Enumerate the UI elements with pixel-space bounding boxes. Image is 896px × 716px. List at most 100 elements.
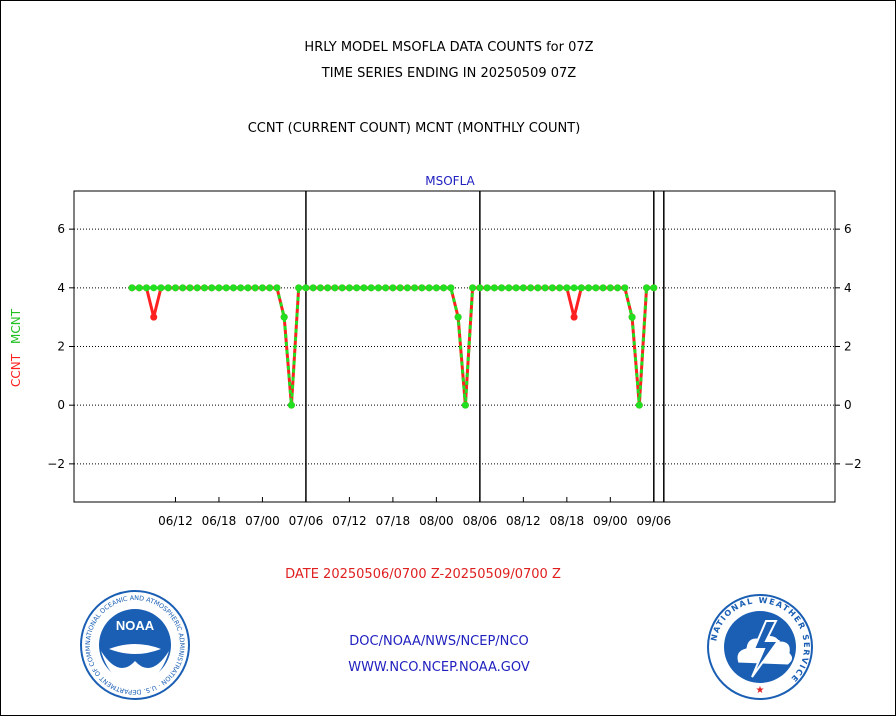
x-tick-label: 07/18 [376, 514, 411, 528]
y-tick-label-left: −2 [47, 457, 65, 471]
x-tick-label: 08/00 [419, 514, 454, 528]
data-point-mcnt [142, 284, 150, 292]
footer-line1: DOC/NOAA/NWS/NCEP/NCO [349, 634, 529, 649]
y-tick-label-left: 2 [57, 340, 65, 354]
x-tick-label: 07/00 [245, 514, 280, 528]
data-point-mcnt [621, 284, 629, 292]
data-point-mcnt [193, 284, 201, 292]
data-point-mcnt [251, 284, 259, 292]
y-tick-label-right: 4 [844, 281, 852, 295]
data-point-mcnt [382, 284, 390, 292]
x-tick-label: 08/12 [506, 514, 541, 528]
noaa-logo-text: NOAA [116, 618, 155, 633]
footer-line2: WWW.NCO.NCEP.NOAA.GOV [348, 660, 530, 675]
data-point-mcnt [280, 313, 288, 321]
data-point-mcnt [258, 284, 266, 292]
data-point-mcnt [541, 284, 549, 292]
data-point-mcnt [563, 284, 571, 292]
y-axis-label-mcnt: MCNT [9, 308, 23, 344]
data-point-mcnt [200, 284, 208, 292]
x-tick-label: 06/12 [158, 514, 193, 528]
data-point-mcnt [150, 284, 158, 292]
data-point-mcnt [519, 284, 527, 292]
data-point-mcnt [215, 284, 223, 292]
x-tick-label: 09/06 [637, 514, 672, 528]
nws-logo: NATIONAL WEATHER SERVICE ★ [707, 594, 813, 700]
data-point-mcnt [396, 284, 404, 292]
date-range: DATE 20250506/0700 Z-20250509/0700 Z [285, 567, 561, 582]
data-point-mcnt [650, 284, 658, 292]
data-point-mcnt [295, 284, 303, 292]
data-point-mcnt [461, 401, 469, 409]
data-point-mcnt [229, 284, 237, 292]
data-point-mcnt [432, 284, 440, 292]
data-point-mcnt [505, 284, 513, 292]
data-point-mcnt [338, 284, 346, 292]
data-point-mcnt [266, 284, 274, 292]
y-tick-label-right: 0 [844, 398, 852, 412]
x-tick-label: 07/06 [289, 514, 324, 528]
data-point-mcnt [490, 284, 498, 292]
series-points [128, 284, 658, 409]
chart-title-line1: HRLY MODEL MSOFLA DATA COUNTS for 07Z [304, 40, 594, 55]
data-point-mcnt [454, 313, 462, 321]
data-point-mcnt [512, 284, 520, 292]
data-point-mcnt [599, 284, 607, 292]
data-point-mcnt [556, 284, 564, 292]
data-point-mcnt [411, 284, 419, 292]
data-point-mcnt [476, 284, 484, 292]
grid-lines [74, 191, 835, 502]
chart-subtitle: CCNT (CURRENT COUNT) MCNT (MONTHLY COUNT… [247, 121, 581, 136]
data-point-mcnt [548, 284, 556, 292]
data-point-mcnt [273, 284, 281, 292]
data-point-mcnt [128, 284, 136, 292]
data-point-mcnt [469, 284, 477, 292]
data-point-mcnt [171, 284, 179, 292]
data-point-mcnt [425, 284, 433, 292]
y-ticks: −2 −2 0 0 2 2 4 4 6 6 [47, 222, 861, 471]
data-point-mcnt [606, 284, 614, 292]
data-point-mcnt [331, 284, 339, 292]
data-point-mcnt [614, 284, 622, 292]
data-point-mcnt [585, 284, 593, 292]
data-point-mcnt [403, 284, 411, 292]
noaa-logo: NOAA NATIONAL OCEANIC AND ATMOSPHERIC AD… [79, 589, 190, 700]
data-point-mcnt [164, 284, 172, 292]
y-tick-label-left: 6 [57, 222, 65, 236]
data-point-mcnt [157, 284, 165, 292]
y-tick-label-right: −2 [844, 457, 862, 471]
data-point-mcnt [570, 284, 578, 292]
data-point-mcnt [208, 284, 216, 292]
y-tick-label-left: 0 [57, 398, 65, 412]
y-axis-label-ccnt: CCNT [9, 353, 23, 387]
data-point-mcnt [592, 284, 600, 292]
x-tick-label: 08/06 [463, 514, 498, 528]
data-point-mcnt [534, 284, 542, 292]
data-point-mcnt [135, 284, 143, 292]
data-point-mcnt [628, 313, 636, 321]
data-point-ccnt [570, 313, 578, 321]
x-tick-label: 09/00 [593, 514, 628, 528]
data-point-mcnt [360, 284, 368, 292]
y-tick-label-right: 6 [844, 222, 852, 236]
data-point-mcnt [643, 284, 651, 292]
star-icon: ★ [756, 685, 765, 696]
data-point-mcnt [447, 284, 455, 292]
x-ticks: 06/12 06/18 07/00 07/06 07/12 07/18 08/00 08/06… [158, 497, 671, 528]
data-point-mcnt [374, 284, 382, 292]
data-point-mcnt [309, 284, 317, 292]
data-point-mcnt [353, 284, 361, 292]
data-point-mcnt [324, 284, 332, 292]
data-point-mcnt [186, 284, 194, 292]
x-tick-label: 06/18 [202, 514, 237, 528]
data-point-mcnt [527, 284, 535, 292]
data-point-mcnt [302, 284, 310, 292]
data-point-mcnt [222, 284, 230, 292]
data-point-mcnt [483, 284, 491, 292]
data-point-mcnt [345, 284, 353, 292]
y-tick-label-left: 4 [57, 281, 65, 295]
x-tick-label: 07/12 [332, 514, 367, 528]
data-point-mcnt [635, 401, 643, 409]
